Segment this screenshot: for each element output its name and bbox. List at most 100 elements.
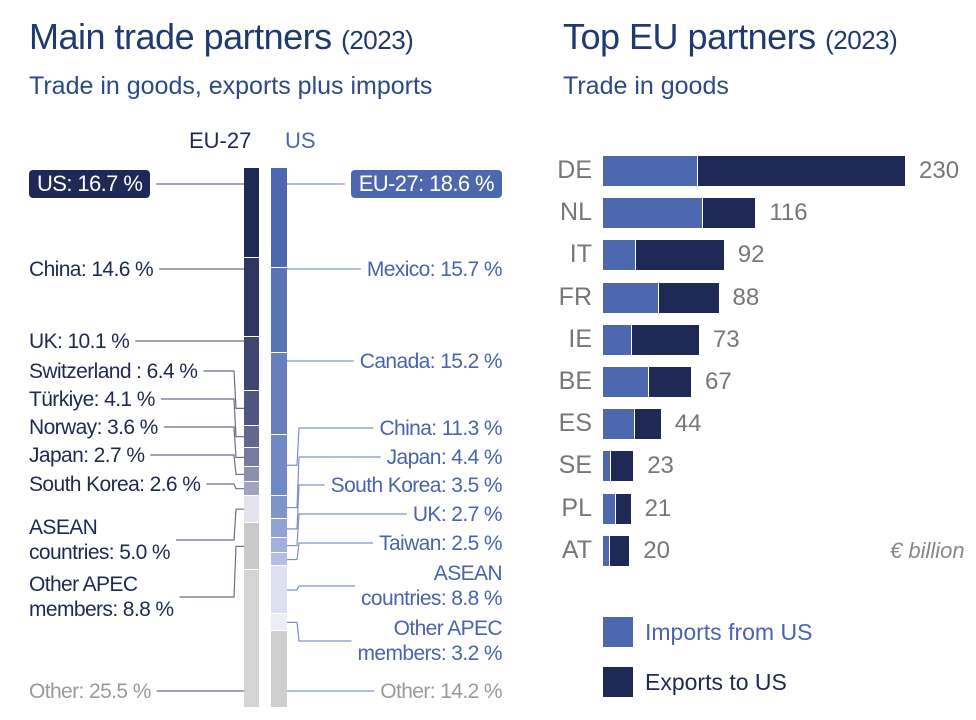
imports-bar-ie — [603, 324, 631, 355]
leader-line — [287, 585, 356, 591]
segment-other — [271, 631, 287, 707]
country-label-be: BE — [558, 367, 592, 395]
segment-other-apec-members — [244, 522, 259, 570]
segment-canada — [271, 352, 287, 434]
imports-bar-be — [603, 367, 648, 397]
label-canada: Canada: 15.2 % — [359, 349, 503, 373]
total-value-it: 92 — [737, 241, 765, 269]
column-head-us: US — [285, 128, 316, 153]
total-value-nl: 116 — [769, 199, 808, 227]
exports-bar-ie — [631, 324, 699, 355]
exports-bar-es — [634, 409, 661, 440]
unit-label: € billion — [890, 538, 965, 563]
leader-line — [287, 542, 374, 561]
label-t-rkiye: Türkiye: 4.1 % — [29, 387, 155, 411]
label-uk: UK: 10.1 % — [29, 329, 130, 353]
segment-other-apec-members — [271, 613, 287, 630]
label-eu-27: EU-27: 18.6 % — [350, 170, 502, 198]
right-subtitle: Trade in goods — [563, 72, 729, 100]
country-label-ie: IE — [568, 324, 592, 353]
total-value-fr: 88 — [732, 283, 760, 311]
country-label-nl: NL — [560, 198, 592, 227]
segment-south-korea — [271, 519, 287, 538]
exports-bar-it — [635, 240, 724, 271]
right-title-text: Top EU partners — [563, 16, 816, 57]
country-label-de: DE — [557, 156, 592, 184]
segment-norway — [244, 447, 259, 467]
legend-imports: Imports from US — [645, 619, 813, 645]
imports-bar-at — [603, 535, 609, 566]
label-other-apec-members: Other APEC members: 8.8 % — [29, 573, 174, 621]
label-other: Other: 25.5 % — [29, 679, 151, 703]
total-value-de: 230 — [919, 157, 960, 184]
country-label-es: ES — [558, 409, 592, 438]
total-value-es: 44 — [674, 410, 702, 438]
exports-bar-nl — [702, 198, 756, 229]
segment-south-korea — [244, 481, 259, 495]
legend-swatch-exports — [603, 667, 633, 697]
country-label-at: AT — [561, 535, 592, 564]
total-value-ie: 73 — [712, 325, 740, 353]
leader-line — [206, 483, 244, 490]
label-south-korea: South Korea: 3.5 % — [330, 473, 503, 497]
exports-bar-fr — [659, 282, 719, 313]
imports-bar-es — [603, 409, 634, 440]
country-label-it: IT — [569, 240, 592, 269]
leader-line — [287, 484, 325, 530]
segment-asean-countries — [244, 495, 259, 522]
label-norway: Norway: 3.6 % — [29, 415, 158, 439]
imports-bar-de — [603, 156, 697, 186]
leader-line — [160, 398, 244, 438]
leader-line — [287, 427, 374, 466]
label-taiwan: Taiwan: 2.5 % — [379, 531, 503, 555]
segment-t-rkiye — [244, 425, 259, 447]
label-other: Other: 14.2 % — [380, 679, 502, 703]
label-uk: UK: 2.7 % — [412, 502, 503, 526]
label-japan: Japan: 4.4 % — [386, 445, 503, 469]
exports-bar-at — [609, 535, 630, 566]
segment-japan — [271, 495, 287, 519]
label-china: China: 14.6 % — [29, 257, 154, 281]
imports-bar-nl — [603, 198, 702, 229]
right-title: Top EU partners (2023) — [563, 16, 898, 58]
label-us: US: 16.7 % — [29, 170, 151, 198]
leader-line — [163, 426, 244, 459]
segment-japan — [244, 467, 259, 481]
label-mexico: Mexico: 15.7 % — [366, 257, 503, 281]
label-asean-countries: ASEAN countries: 5.0 % — [29, 516, 171, 564]
left-title-year: (2023) — [341, 25, 414, 55]
imports-bar-se — [603, 451, 610, 482]
segment-uk — [244, 336, 259, 391]
total-value-se: 23 — [647, 452, 674, 480]
total-value-pl: 21 — [644, 494, 672, 522]
label-asean-countries: ASEAN countries: 8.8 % — [361, 562, 503, 610]
segment-china — [244, 258, 259, 336]
exports-bar-de — [697, 156, 905, 186]
leader-line — [287, 621, 352, 642]
imports-bar-fr — [603, 282, 659, 313]
column-head-eu27: EU-27 — [189, 128, 252, 153]
total-value-at: 20 — [643, 536, 670, 564]
label-other-apec-members: Other APEC members: 3.2 % — [357, 617, 503, 665]
left-title: Main trade partners (2023) — [29, 16, 414, 58]
segment-mexico — [271, 268, 287, 352]
exports-bar-se — [610, 451, 634, 482]
leader-line — [179, 545, 244, 598]
segment-other — [244, 570, 259, 707]
leader-line — [175, 508, 244, 541]
leader-line — [287, 513, 407, 547]
segment-eu-27 — [271, 168, 287, 268]
segment-uk — [271, 538, 287, 552]
legend-exports: Exports to US — [645, 669, 787, 695]
right-title-year: (2023) — [825, 25, 898, 55]
leader-line — [203, 370, 244, 409]
country-label-pl: PL — [561, 493, 592, 522]
segment-us — [244, 168, 259, 257]
total-value-be: 67 — [704, 368, 732, 395]
label-japan: Japan: 2.7 % — [29, 443, 145, 467]
legend-swatch-imports — [603, 617, 633, 647]
label-switzerland: Switzerland : 6.4 % — [29, 359, 198, 383]
imports-bar-pl — [603, 493, 616, 524]
country-label-fr: FR — [558, 282, 592, 311]
